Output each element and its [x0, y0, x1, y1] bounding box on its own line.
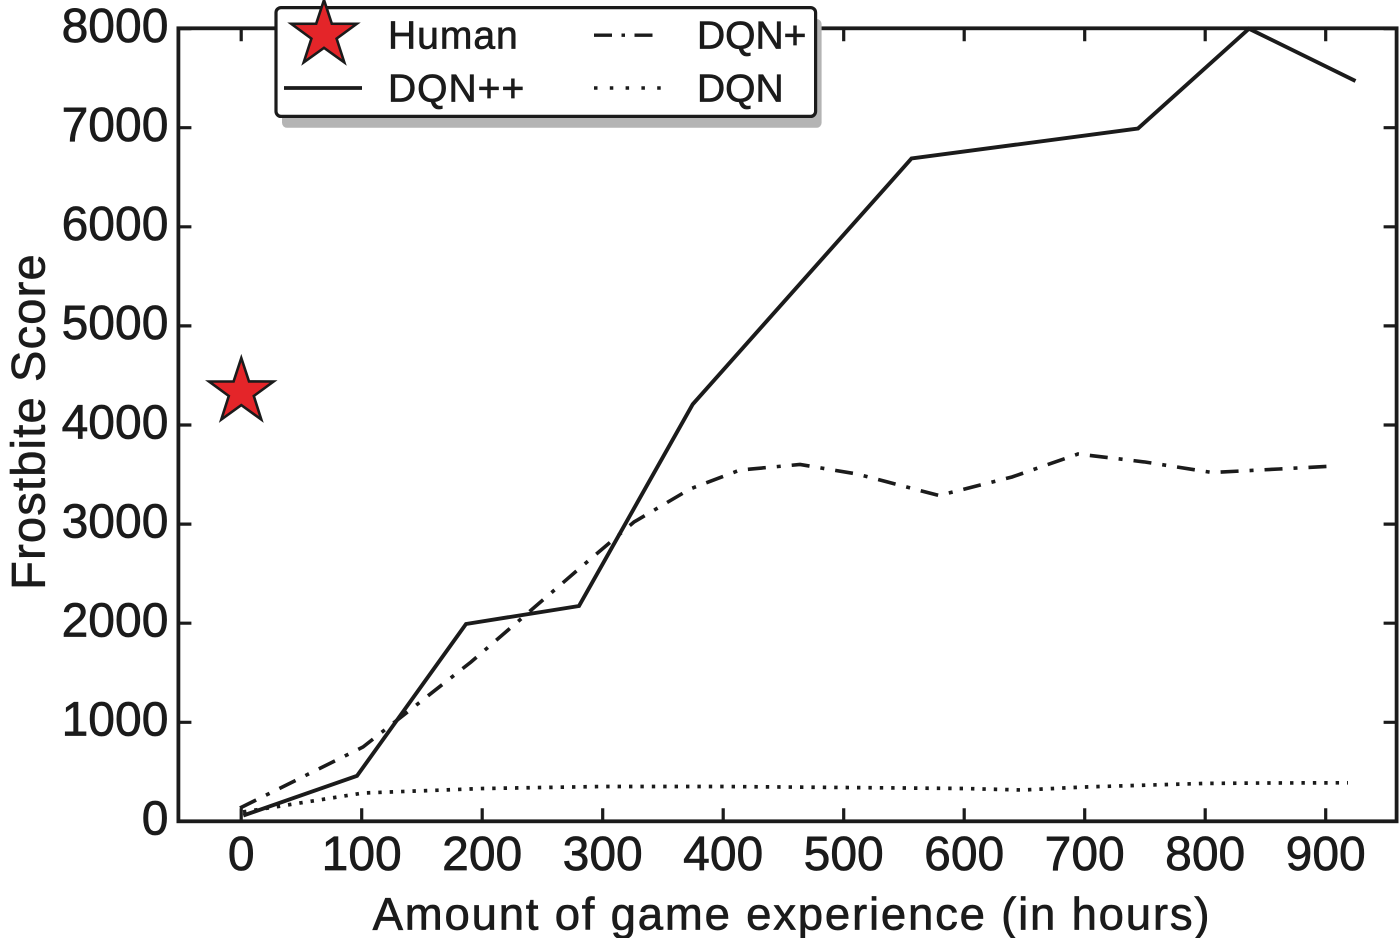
svg-text:500: 500 — [804, 828, 884, 881]
svg-text:DQN: DQN — [697, 68, 784, 111]
svg-text:DQN+: DQN+ — [697, 15, 806, 58]
svg-text:8000: 8000 — [62, 0, 169, 53]
svg-text:7000: 7000 — [62, 99, 169, 152]
svg-text:0: 0 — [228, 828, 255, 881]
svg-text:Amount of game experience (in: Amount of game experience (in hours) — [373, 888, 1212, 938]
svg-text:Frostbite Score: Frostbite Score — [2, 253, 55, 590]
svg-text:400: 400 — [683, 828, 763, 881]
svg-text:DQN++: DQN++ — [388, 68, 525, 111]
svg-text:4000: 4000 — [62, 396, 169, 449]
svg-text:800: 800 — [1165, 828, 1245, 881]
svg-text:600: 600 — [924, 828, 1004, 881]
svg-text:100: 100 — [322, 828, 402, 881]
svg-text:700: 700 — [1045, 828, 1125, 881]
svg-text:3000: 3000 — [62, 495, 169, 548]
svg-text:900: 900 — [1286, 828, 1366, 881]
svg-text:300: 300 — [563, 828, 643, 881]
svg-text:0: 0 — [142, 793, 169, 846]
svg-text:Human: Human — [388, 15, 519, 58]
svg-text:200: 200 — [442, 828, 522, 881]
svg-text:6000: 6000 — [62, 198, 169, 251]
svg-text:2000: 2000 — [62, 595, 169, 648]
svg-text:5000: 5000 — [62, 297, 169, 350]
svg-text:1000: 1000 — [62, 694, 169, 747]
